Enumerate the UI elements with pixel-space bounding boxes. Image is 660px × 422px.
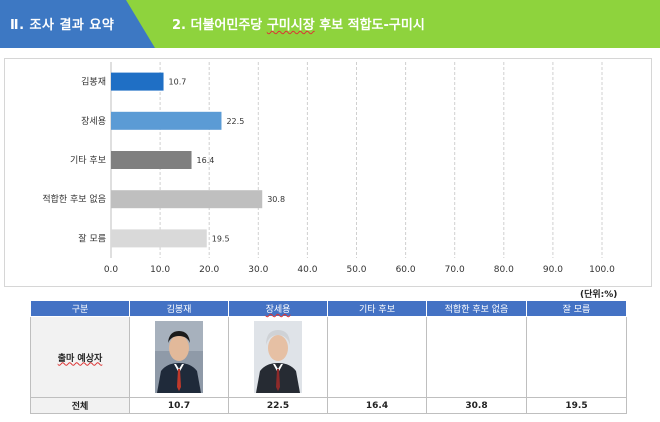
header-section-band xyxy=(0,0,155,48)
x-tick-label: 10.0 xyxy=(150,265,170,275)
data-label: 19.5 xyxy=(212,234,230,243)
chart-frame xyxy=(4,58,652,287)
x-tick-label: 70.0 xyxy=(445,265,465,275)
x-tick-label: 40.0 xyxy=(297,265,317,275)
category-label: 잘 모름 xyxy=(78,232,106,244)
bar xyxy=(111,72,164,91)
table-header-cell: 기타 후보 xyxy=(327,300,427,317)
header-cell-text: 장세용 xyxy=(265,305,291,315)
results-table: 구분 김봉재 장세용 기타 후보 적합한 후보 없음 잘 모름 출마 예상자 xyxy=(30,300,627,414)
category-label: 장세용 xyxy=(81,116,106,127)
x-tick-label: 30.0 xyxy=(248,265,268,275)
x-tick-label: 90.0 xyxy=(543,265,563,275)
data-label: 30.8 xyxy=(267,195,285,204)
table-header-cell: 잘 모름 xyxy=(526,300,627,317)
x-tick-label: 0.0 xyxy=(104,265,119,275)
page-title: 2. 더불어민주당 구미시장 후보 적합도-구미시 xyxy=(172,14,425,33)
table-header-cell: 적합한 후보 없음 xyxy=(426,300,527,317)
table-cell: 22.5 xyxy=(228,397,328,414)
x-tick-label: 60.0 xyxy=(396,265,416,275)
table-row: 전체 10.7 22.5 16.4 30.8 19.5 xyxy=(30,397,627,414)
table-header-row: 구분 김봉재 장세용 기타 후보 적합한 후보 없음 잘 모름 xyxy=(30,300,627,317)
candidate-photo-2 xyxy=(254,321,302,393)
photo-cell xyxy=(228,316,328,398)
row-label: 출마 예상자 xyxy=(57,353,103,364)
title-underlined: 구미시장 xyxy=(266,18,315,33)
row-label-cell: 출마 예상자 xyxy=(30,316,130,398)
bar xyxy=(111,111,222,130)
data-label: 22.5 xyxy=(226,117,244,126)
unit-label: (단위:%) xyxy=(580,290,618,300)
table-header-cell: 김봉재 xyxy=(129,300,229,317)
table-cell: 10.7 xyxy=(129,397,229,414)
table-cell: 19.5 xyxy=(526,397,627,414)
bar-chart: 0.0 10.0 20.0 30.0 40.0 50.0 60.0 70.0 80.0 90.0 1… xyxy=(42,62,615,275)
photo-cell xyxy=(426,316,527,398)
table-row: 출마 예상자 xyxy=(30,316,627,398)
bar xyxy=(111,229,207,248)
x-tick-label: 80.0 xyxy=(494,265,514,275)
photo-cell xyxy=(327,316,427,398)
bar xyxy=(111,151,192,169)
candidate-photo-1 xyxy=(155,321,203,393)
category-label: 김봉재 xyxy=(81,76,106,88)
bar xyxy=(111,190,263,209)
section-label: Ⅱ. 조사 결과 요약 xyxy=(10,18,115,33)
photo-cell xyxy=(526,316,627,398)
table-header-cell: 구분 xyxy=(30,300,130,317)
data-label: 16.4 xyxy=(197,156,215,165)
photo-cell xyxy=(129,316,229,398)
category-label: 적합한 후보 없음 xyxy=(42,193,106,205)
header-bar: Ⅱ. 조사 결과 요약 2. 더불어민주당 구미시장 후보 적합도-구미시 xyxy=(0,0,660,48)
table-cell: 30.8 xyxy=(426,397,527,414)
data-label: 10.7 xyxy=(169,78,187,87)
category-label: 기타 후보 xyxy=(70,155,106,166)
x-tick-label: 50.0 xyxy=(346,265,366,275)
table-header-cell: 장세용 xyxy=(228,300,328,317)
x-tick-label: 20.0 xyxy=(199,265,219,275)
table-cell: 16.4 xyxy=(327,397,427,414)
title-prefix: 2. 더불어민주당 xyxy=(172,18,263,33)
x-tick-label: 100.0 xyxy=(589,265,615,275)
title-suffix: 후보 적합도-구미시 xyxy=(319,18,425,33)
table-cell: 전체 xyxy=(30,397,130,414)
